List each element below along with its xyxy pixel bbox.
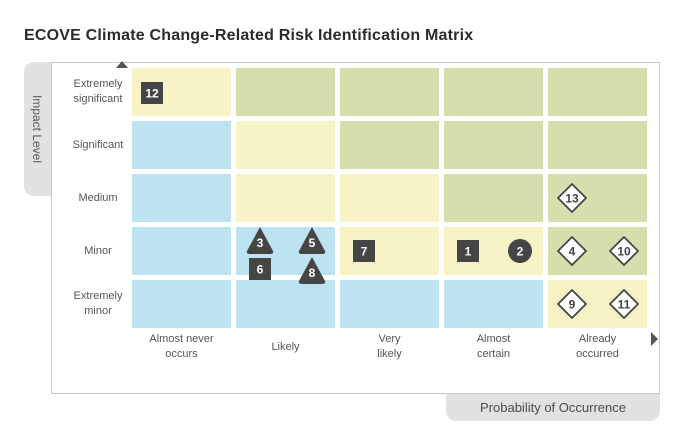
impact-level-label: Minor	[84, 244, 112, 257]
matrix-cell	[340, 280, 439, 328]
matrix-cell	[340, 68, 439, 116]
matrix-cell	[236, 121, 335, 169]
y-axis-label: Impact Level	[30, 94, 45, 164]
chart-title: ECOVE Climate Change-Related Risk Identi…	[24, 27, 474, 44]
matrix-cell	[548, 121, 647, 169]
probability-label: Likely	[271, 340, 300, 353]
matrix-cell	[132, 280, 231, 328]
matrix-cell	[548, 280, 647, 328]
probability-label: Almost never occurs	[149, 333, 214, 360]
impact-level-label: Extremely minor	[73, 290, 123, 317]
matrix-cell	[548, 174, 647, 222]
probability-label: Almost certain	[476, 333, 511, 360]
matrix-cell	[236, 280, 335, 328]
y-axis-tab	[24, 62, 51, 196]
matrix-cell	[236, 227, 335, 275]
x-axis-arrow-icon	[651, 332, 658, 346]
impact-level-label: Extremely significant	[73, 78, 123, 105]
matrix-cell	[132, 227, 231, 275]
matrix-cell	[340, 174, 439, 222]
matrix-cell	[444, 280, 543, 328]
matrix-cell	[132, 174, 231, 222]
matrix-cell	[444, 121, 543, 169]
y-axis-label-wrap: Impact Level	[24, 62, 51, 196]
matrix-cell	[132, 68, 231, 116]
matrix-cell	[444, 227, 543, 275]
y-axis-arrow-icon	[116, 61, 128, 68]
matrix-cell	[340, 227, 439, 275]
impact-level-label: Medium	[78, 191, 118, 204]
matrix-cell	[236, 174, 335, 222]
matrix-cell	[444, 174, 543, 222]
matrix-cell	[340, 121, 439, 169]
matrix-cell	[548, 227, 647, 275]
probability-label: Very likely	[377, 333, 402, 360]
x-axis-label: Probability of Occurrence	[446, 394, 660, 421]
matrix-cell	[548, 68, 647, 116]
matrix-cell	[444, 68, 543, 116]
matrix-cell	[132, 121, 231, 169]
matrix-cell	[236, 68, 335, 116]
probability-label: Already occurred	[576, 333, 619, 360]
impact-level-label: Significant	[72, 138, 124, 151]
